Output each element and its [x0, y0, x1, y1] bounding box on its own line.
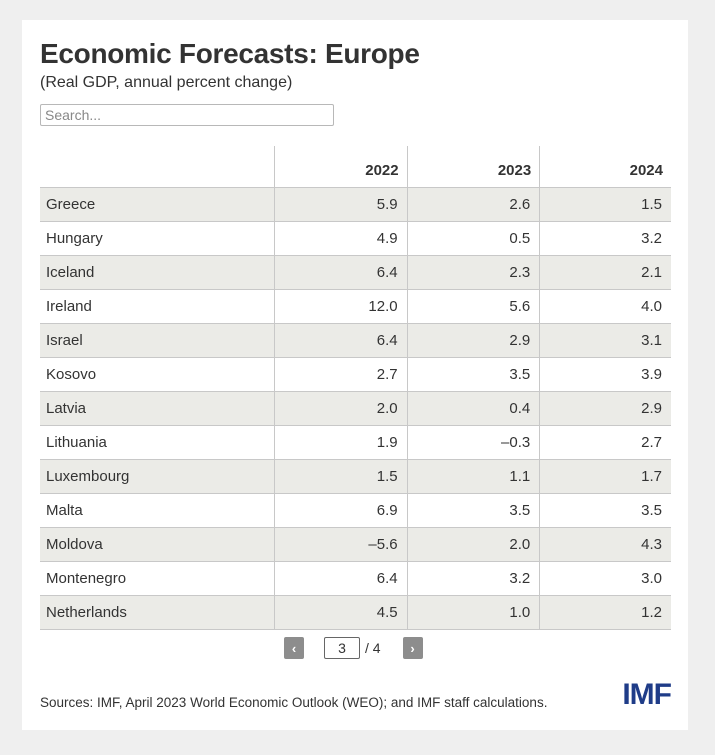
next-page-button[interactable]: ›	[402, 637, 423, 659]
table-row: Luxembourg 1.5 1.1 1.7	[40, 459, 671, 494]
table-row: Israel 6.4 2.9 3.1	[40, 323, 671, 358]
value-cell-2022: 12.0	[274, 289, 408, 324]
table-row: Netherlands 4.5 1.0 1.2	[40, 595, 671, 630]
value-cell-2024: 3.0	[539, 561, 671, 596]
table-row: Kosovo 2.7 3.5 3.9	[40, 357, 671, 392]
value-cell-2022: 6.9	[274, 493, 408, 528]
table-row: Moldova –5.6 2.0 4.3	[40, 527, 671, 562]
country-cell: Luxembourg	[40, 459, 275, 494]
forecast-table: 2022 2023 2024 Greece 5.9 2.6 1.5 Hungary 4.9…	[40, 146, 671, 630]
country-cell: Hungary	[40, 221, 275, 256]
value-cell-2022: 4.5	[274, 595, 408, 630]
value-cell-2024: 1.2	[539, 595, 671, 630]
table-row: Montenegro 6.4 3.2 3.0	[40, 561, 671, 596]
country-cell: Malta	[40, 493, 275, 528]
country-cell: Ireland	[40, 289, 275, 324]
page-subtitle: (Real GDP, annual percent change)	[40, 74, 293, 91]
value-cell-2022: 2.7	[274, 357, 408, 392]
value-cell-2023: 1.1	[406, 459, 540, 494]
country-cell: Kosovo	[40, 357, 275, 392]
table-row: Hungary 4.9 0.5 3.2	[40, 221, 671, 256]
column-header-country[interactable]	[40, 146, 275, 188]
value-cell-2023: 1.0	[406, 595, 540, 630]
value-cell-2023: 2.0	[406, 527, 540, 562]
value-cell-2023: 3.5	[406, 493, 540, 528]
table-header-row: 2022 2023 2024	[40, 146, 671, 188]
value-cell-2024: 4.3	[539, 527, 671, 562]
country-cell: Latvia	[40, 391, 275, 426]
value-cell-2023: 3.2	[406, 561, 540, 596]
value-cell-2022: 4.9	[274, 221, 408, 256]
column-header-2024[interactable]: 2024	[539, 146, 671, 188]
value-cell-2022: 6.4	[274, 561, 408, 596]
value-cell-2022: 6.4	[274, 323, 408, 358]
previous-page-button[interactable]: ‹	[284, 637, 304, 659]
value-cell-2022: –5.6	[274, 527, 408, 562]
value-cell-2022: 1.9	[274, 425, 408, 460]
page-title: Economic Forecasts: Europe	[40, 38, 420, 69]
table-row: Greece 5.9 2.6 1.5	[40, 187, 671, 222]
value-cell-2023: 5.6	[406, 289, 540, 324]
chevron-right-icon: ›	[410, 640, 415, 656]
source-note: Sources: IMF, April 2023 World Economic …	[40, 695, 548, 710]
value-cell-2024: 3.5	[539, 493, 671, 528]
country-cell: Lithuania	[40, 425, 275, 460]
value-cell-2024: 2.7	[539, 425, 671, 460]
table-row: Latvia 2.0 0.4 2.9	[40, 391, 671, 426]
chart-card: Economic Forecasts: Europe (Real GDP, an…	[22, 20, 688, 730]
value-cell-2024: 1.7	[539, 459, 671, 494]
table-row: Ireland 12.0 5.6 4.0	[40, 289, 671, 324]
value-cell-2023: 0.5	[406, 221, 540, 256]
chevron-left-icon: ‹	[291, 640, 297, 656]
value-cell-2023: 2.3	[406, 255, 540, 290]
country-cell: Moldova	[40, 527, 275, 562]
search-input[interactable]	[40, 104, 334, 126]
country-cell: Iceland	[40, 255, 275, 290]
country-cell: Israel	[40, 323, 275, 358]
value-cell-2022: 5.9	[274, 187, 408, 222]
column-header-2022[interactable]: 2022	[274, 146, 408, 188]
value-cell-2024: 2.1	[539, 255, 671, 290]
page-total: / 4	[365, 640, 381, 656]
value-cell-2022: 1.5	[274, 459, 408, 494]
value-cell-2024: 3.1	[539, 323, 671, 358]
value-cell-2024: 3.2	[539, 221, 671, 256]
imf-logo: IMF	[622, 678, 672, 711]
value-cell-2024: 1.5	[539, 187, 671, 222]
value-cell-2024: 3.9	[539, 357, 671, 392]
value-cell-2023: 2.9	[406, 323, 540, 358]
table-row: Malta 6.9 3.5 3.5	[40, 493, 671, 528]
value-cell-2022: 6.4	[274, 255, 408, 290]
page-number-input[interactable]	[324, 637, 360, 659]
value-cell-2023: 2.6	[406, 187, 540, 222]
table-row: Iceland 6.4 2.3 2.1	[40, 255, 671, 290]
country-cell: Greece	[40, 187, 275, 222]
country-cell: Netherlands	[40, 595, 275, 630]
column-header-2023[interactable]: 2023	[406, 146, 540, 188]
value-cell-2023: 0.4	[406, 391, 540, 426]
value-cell-2023: –0.3	[406, 425, 540, 460]
country-cell: Montenegro	[40, 561, 275, 596]
table-row: Lithuania 1.9 –0.3 2.7	[40, 425, 671, 460]
pagination: ‹ / 4 ›	[284, 636, 423, 660]
value-cell-2024: 2.9	[539, 391, 671, 426]
value-cell-2023: 3.5	[406, 357, 540, 392]
value-cell-2022: 2.0	[274, 391, 408, 426]
value-cell-2024: 4.0	[539, 289, 671, 324]
